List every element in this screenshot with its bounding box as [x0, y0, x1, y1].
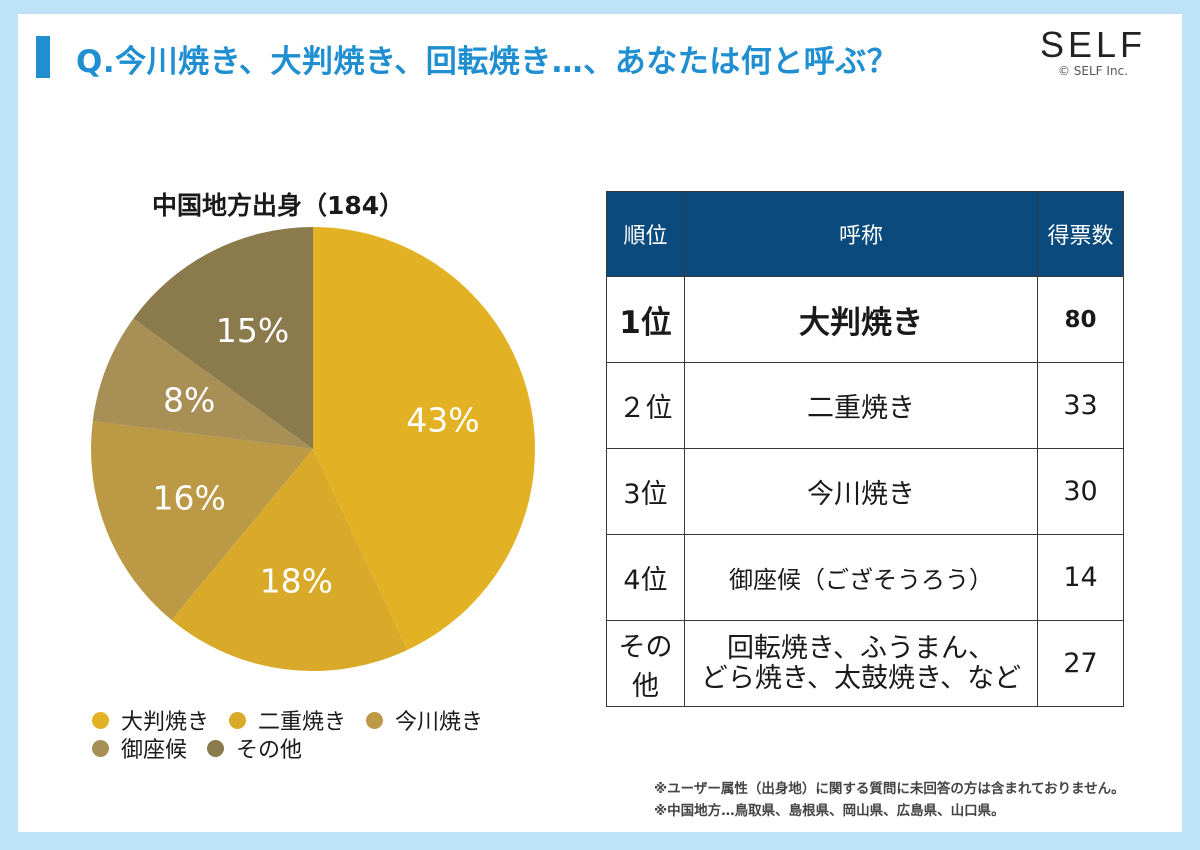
pie-slice-4	[92, 318, 313, 449]
legend-item: 二重焼き	[229, 704, 346, 736]
pie-slice-5	[133, 227, 313, 449]
legend-label: 御座候	[121, 738, 188, 763]
name-cell: 今川焼き	[684, 448, 1038, 535]
page-title: Q.今川焼き、大判焼き、回転焼き…、あなたは何と呼ぶ？	[76, 44, 899, 80]
legend-label: 二重焼き	[258, 710, 347, 735]
legend-swatch	[366, 711, 384, 729]
rank-cell: ２位	[606, 362, 685, 449]
legend-label: その他	[236, 738, 303, 763]
table-row: その他 回転焼き、ふうまん、 どら焼き、太鼓焼き、など 27	[606, 620, 1124, 707]
legend-item: その他	[207, 732, 302, 764]
logo-text: SELF	[1039, 24, 1146, 65]
name-cell: 回転焼き、ふうまん、 どら焼き、太鼓焼き、など	[684, 620, 1038, 707]
name-line: 回転焼き、ふうまん、	[726, 632, 996, 664]
pie-slice-2	[171, 449, 408, 671]
content-card: Q.今川焼き、大判焼き、回転焼き…、あなたは何と呼ぶ？ SELF © SELF …	[18, 14, 1182, 832]
header-count: 得票数	[1037, 191, 1124, 277]
name-cell: 御座候（ござそうろう）	[684, 534, 1038, 621]
chart-legend: 大判焼き 二重焼き 今川焼き 御座候 その他	[92, 704, 572, 764]
table-header-row: 順位 呼称 得票数	[606, 191, 1124, 277]
rank-cell: 1位	[606, 276, 685, 363]
legend-label: 大判焼き	[121, 710, 210, 735]
count-cell: 27	[1037, 620, 1124, 707]
pie-data-label: 8%	[163, 380, 215, 419]
legend-label: 今川焼き	[395, 710, 484, 735]
count-cell: 80	[1037, 276, 1124, 363]
rank-cell: 4位	[606, 534, 685, 621]
legend-swatch	[92, 739, 109, 757]
self-logo: SELF © SELF Inc.	[1039, 24, 1146, 79]
copyright-text: © SELF Inc.	[1057, 64, 1128, 78]
count-cell: 33	[1037, 362, 1124, 449]
footnote: ※中国地方…鳥取県、島根県、岡山県、広島県、山口県。	[654, 803, 1005, 819]
chart-title: 中国地方出身（184）	[152, 191, 405, 220]
legend-item: 御座候	[92, 732, 187, 764]
legend-item: 今川焼き	[366, 704, 483, 736]
pie-slice-1	[313, 227, 535, 650]
name-cell: 大判焼き	[684, 276, 1038, 363]
table-row: 3位 今川焼き 30	[606, 448, 1124, 535]
pie-data-label: 15%	[216, 311, 289, 350]
legend-row: 大判焼き 二重焼き 今川焼き	[92, 704, 572, 736]
table-row: 1位 大判焼き 80	[606, 276, 1124, 363]
pie-chart: 43% 18% 16% 8%15%	[91, 227, 535, 671]
pie-data-label: 18%	[260, 562, 333, 601]
ranking-table: 順位 呼称 得票数 1位 大判焼き 80 ２位 二重焼き 33 3位 今川焼き …	[606, 191, 1124, 707]
header-rank: 順位	[606, 191, 685, 277]
footnote: ※ユーザー属性（出身地）に関する質問に未回答の方は含まれておりません。	[654, 781, 1125, 797]
count-cell: 30	[1037, 448, 1124, 535]
rank-cell: 3位	[606, 448, 685, 535]
rank-cell: その他	[606, 620, 685, 707]
table-row: ２位 二重焼き 33	[606, 362, 1124, 449]
footnotes: ※ユーザー属性（出身地）に関する質問に未回答の方は含まれておりません。 ※中国地…	[654, 778, 1125, 822]
legend-swatch	[229, 711, 247, 729]
legend-swatch	[92, 711, 109, 729]
legend-item: 大判焼き	[92, 704, 209, 736]
pie-data-label: 16%	[152, 479, 225, 518]
title-accent-bar	[36, 36, 50, 78]
legend-swatch	[207, 739, 225, 757]
table-row: 4位 御座候（ござそうろう） 14	[606, 534, 1124, 621]
pie-data-label: 43%	[406, 400, 479, 439]
count-cell: 14	[1037, 534, 1124, 621]
pie-slice-3	[91, 421, 314, 621]
header-name: 呼称	[684, 191, 1038, 277]
name-line: どら焼き、太鼓焼き、など	[700, 662, 1022, 694]
legend-row: 御座候 その他	[92, 732, 572, 764]
name-cell: 二重焼き	[684, 362, 1038, 449]
